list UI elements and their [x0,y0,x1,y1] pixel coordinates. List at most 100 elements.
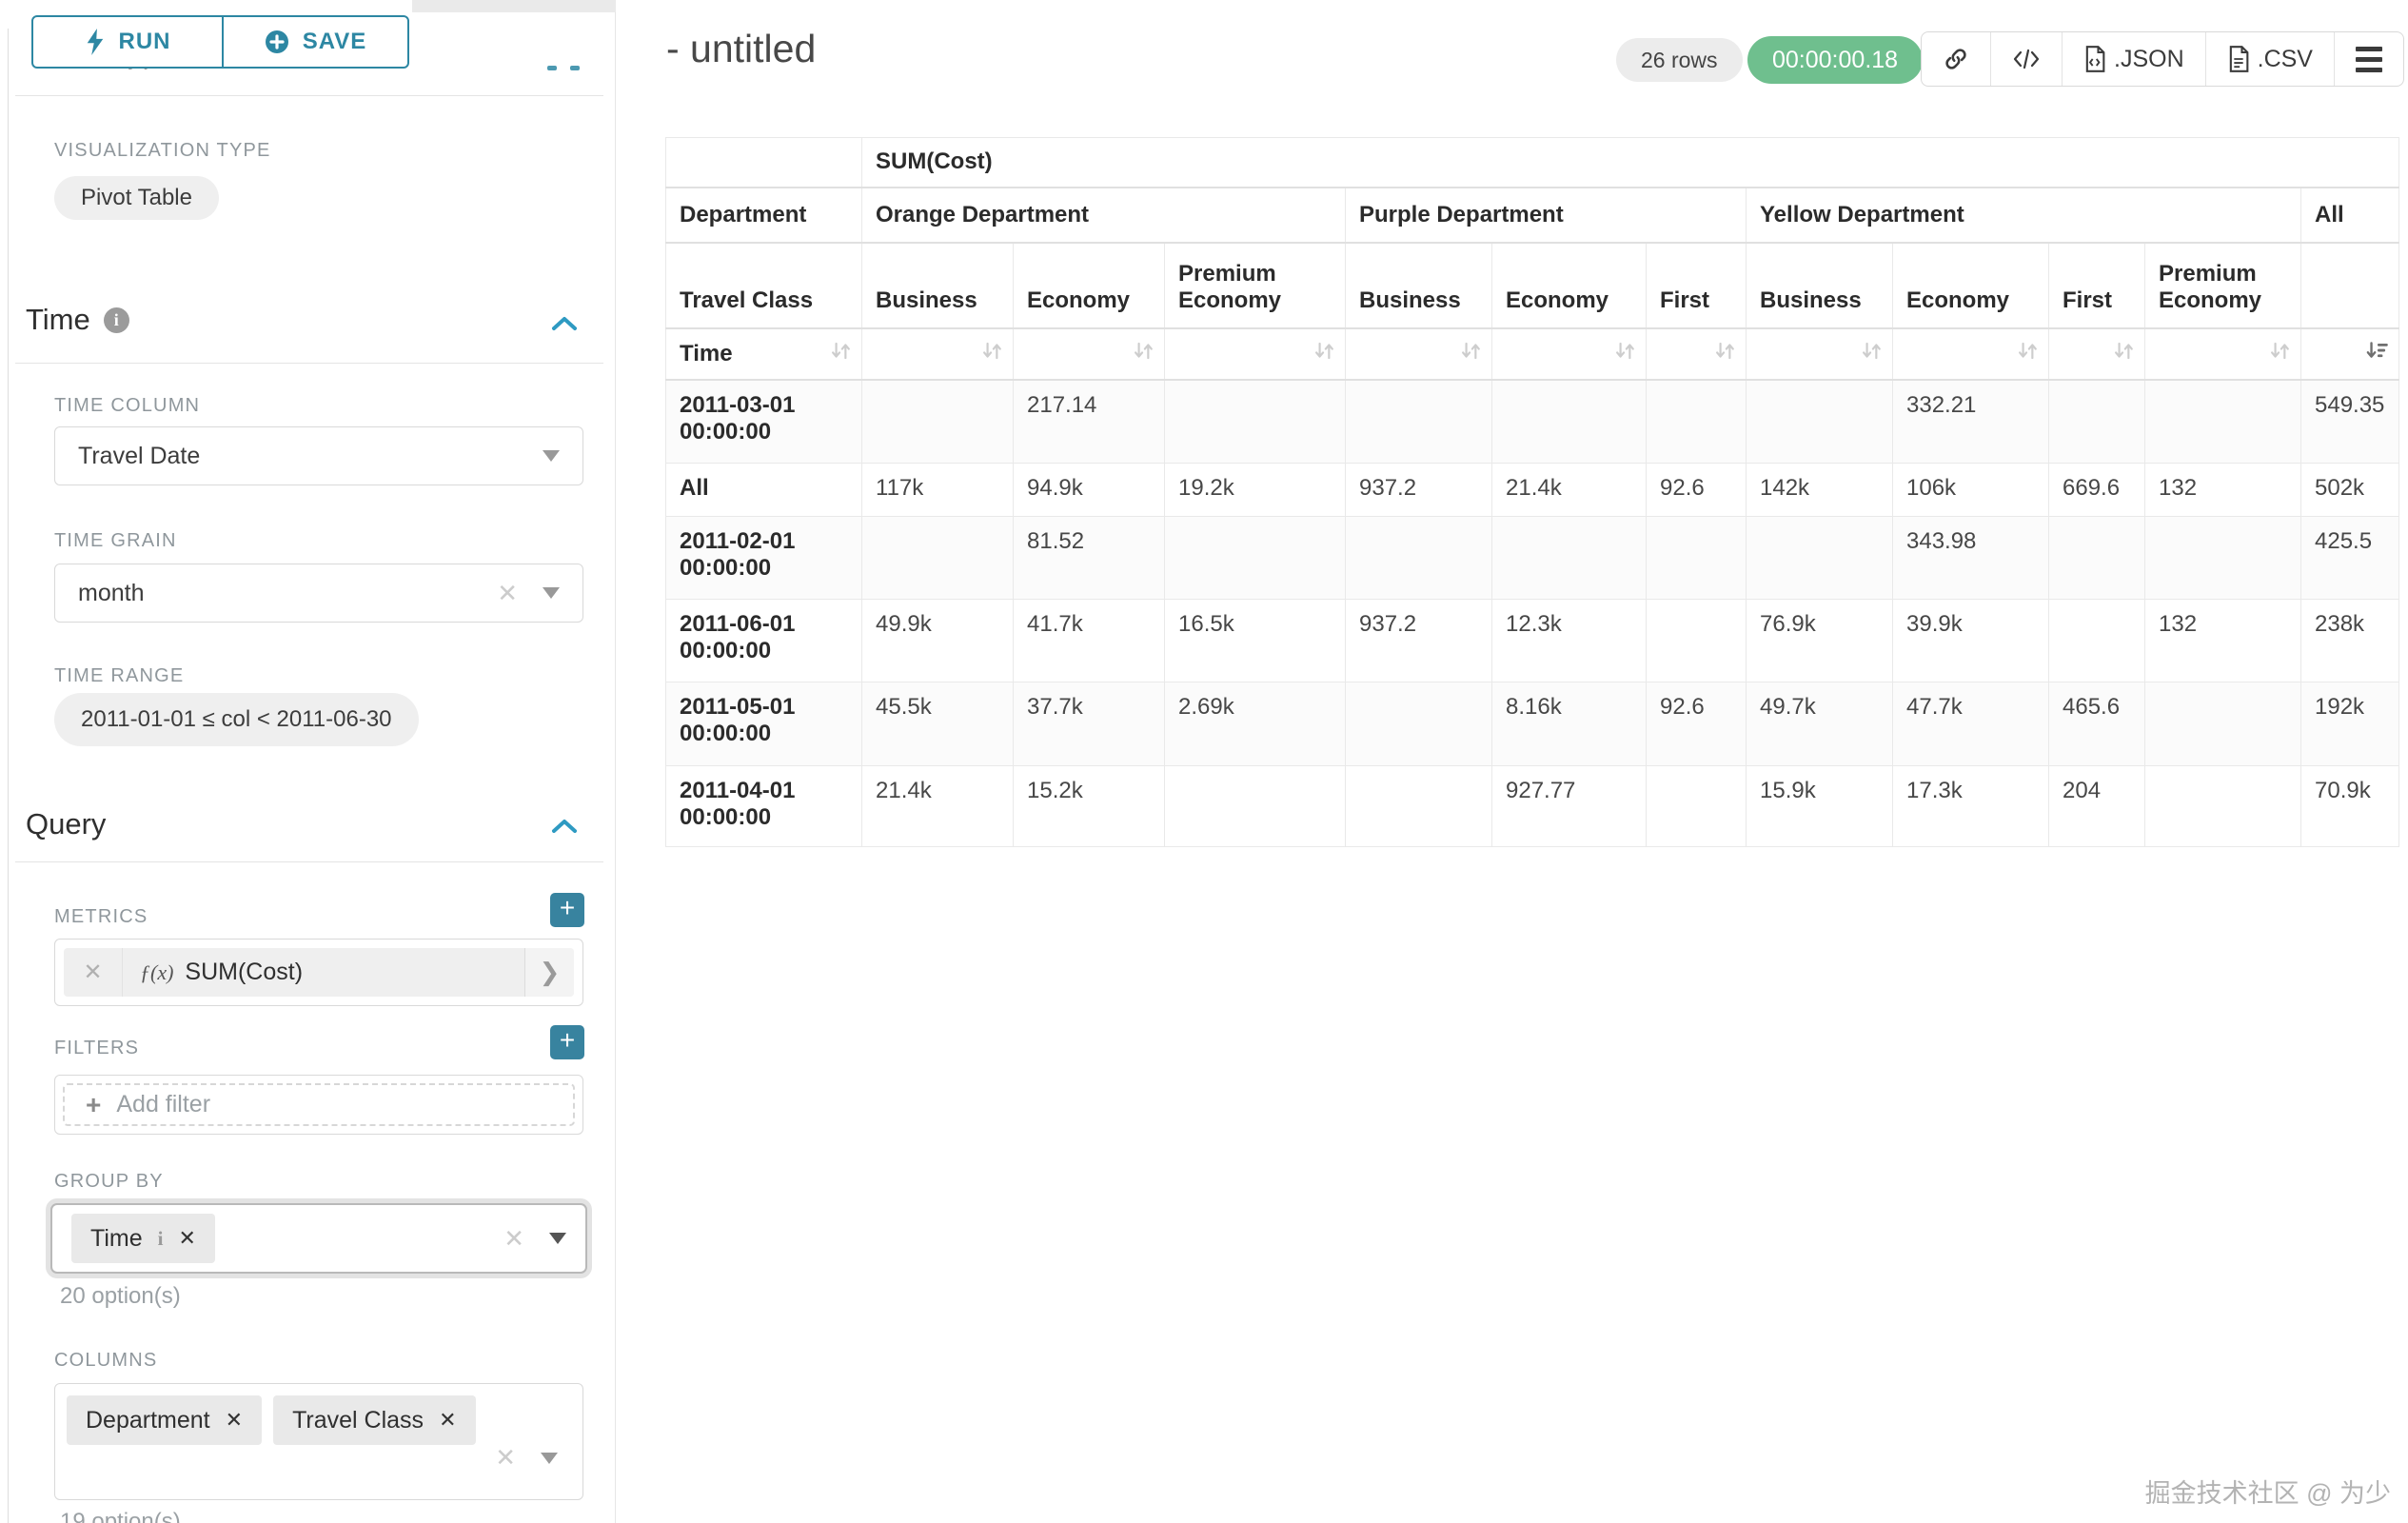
pivot-cell [2144,765,2301,847]
collapse-chevron-icon[interactable] [550,314,579,333]
time-column-select[interactable]: Travel Date [54,426,583,485]
metric-pill[interactable]: ✕ ƒ(x) SUM(Cost) ❯ [64,948,574,997]
pivot-cell: 927.77 [1491,765,1647,847]
remove-metric-icon[interactable]: ✕ [64,948,123,997]
chart-title[interactable]: - untitled [666,27,817,70]
time-range-pill[interactable]: 2011-01-01 ≤ col < 2011-06-30 [54,693,419,746]
sort-desc-icon[interactable] [2364,339,2391,368]
sort-header[interactable] [1164,327,1346,381]
sort-icon[interactable] [1459,339,1484,368]
clear-icon[interactable]: ✕ [495,1443,516,1472]
pivot-cell [1646,516,1747,600]
pivot-cell: 937.2 [1345,463,1492,517]
query-section-header[interactable]: Query [26,807,107,841]
export-csv-button[interactable]: .CSV [2206,32,2335,86]
chevron-right-icon[interactable]: ❯ [524,948,574,997]
divider [15,95,603,96]
row-label: 2011-03-01 00:00:00 [665,379,862,464]
time-grain-select[interactable]: month ✕ [54,564,583,623]
sort-header-active[interactable] [2300,327,2399,381]
pivot-cell: 16.5k [1164,599,1346,682]
scrolled-section-edge [412,0,616,12]
add-metric-button[interactable]: + [550,893,584,927]
pivot-cell: 204 [2048,765,2145,847]
sort-header[interactable] [861,327,1014,381]
info-icon: i [103,307,129,333]
sort-header[interactable]: Time [665,327,862,381]
control-panel: Chart Type RUN SAVE VISUALIZATION TYPE P… [0,0,616,1523]
sort-header[interactable] [1646,327,1747,381]
panel-scrollbar[interactable] [8,29,9,1523]
remove-tag-icon[interactable]: ✕ [439,1408,457,1432]
sort-icon[interactable] [1132,339,1156,368]
pivot-cell: 549.35 [2300,379,2399,464]
sort-icon[interactable] [1713,339,1738,368]
pivot-data-row: 2011-05-01 00:00:00 45.5k 37.7k 2.69k 8.16k 9… [665,682,2399,766]
sort-icon[interactable] [1313,339,1337,368]
row-label: 2011-05-01 00:00:00 [665,682,862,766]
sort-header[interactable] [1746,327,1893,381]
share-link-button[interactable] [1922,32,1991,86]
run-button[interactable]: RUN [31,15,223,69]
add-filter-dropzone[interactable]: + Add filter [63,1083,575,1126]
sort-header[interactable] [1345,327,1492,381]
sort-icon[interactable] [1613,339,1638,368]
chevron-down-icon [549,1233,566,1244]
columns-tag[interactable]: Travel Class ✕ [273,1395,476,1445]
col-header: Business [1345,242,1492,329]
save-button[interactable]: SAVE [223,15,409,69]
remove-tag-icon[interactable]: ✕ [225,1408,244,1432]
sort-header[interactable] [2144,327,2301,381]
code-icon [2013,49,2040,69]
panel-drag-handle[interactable] [547,66,580,70]
pivot-cell: 17.3k [1892,765,2049,847]
sort-icon[interactable] [2268,339,2293,368]
clear-icon[interactable]: ✕ [503,1223,524,1253]
sort-header[interactable] [1892,327,2049,381]
sort-icon[interactable] [980,339,1005,368]
group-by-tag[interactable]: Time i ✕ [71,1214,215,1263]
columns-tag[interactable]: Department ✕ [67,1395,263,1445]
chevron-down-icon [541,1452,558,1464]
time-section-header[interactable]: Time i [26,303,129,337]
columns-select[interactable]: Department ✕ Travel Class ✕ ✕ [54,1383,583,1500]
pivot-cell: 92.6 [1646,463,1747,517]
pivot-cell [1345,682,1492,766]
sort-icon[interactable] [2016,339,2041,368]
pivot-data-row: All 117k 94.9k 19.2k 937.2 21.4k 92.6 142k 106k 6… [665,463,2399,517]
sort-header[interactable] [1491,327,1647,381]
col-header: First [2048,242,2145,329]
col-header: Premium Economy [1164,242,1346,329]
viz-type-pill[interactable]: Pivot Table [54,176,219,220]
pivot-cell [1491,516,1647,600]
row-label: All [665,463,862,517]
sort-header[interactable] [1013,327,1165,381]
sort-icon[interactable] [1860,339,1885,368]
pivot-cell [2048,379,2145,464]
pivot-cell: 49.9k [861,599,1014,682]
sort-icon[interactable] [829,339,854,368]
pivot-cell: 76.9k [1746,599,1893,682]
function-icon: ƒ(x) [140,959,174,984]
more-menu-button[interactable] [2335,32,2403,86]
time-column-label: TIME COLUMN [54,395,201,416]
export-json-button[interactable]: .JSON [2063,32,2206,86]
clear-icon[interactable]: ✕ [497,578,518,607]
row-dim-header: Travel Class [665,242,862,329]
pivot-cell [1646,379,1747,464]
pivot-cell: 12.3k [1491,599,1647,682]
sort-icon[interactable] [2112,339,2137,368]
columns-label: COLUMNS [54,1350,158,1371]
pivot-cell [1345,516,1492,600]
sort-header[interactable] [2048,327,2145,381]
pivot-cell: 21.4k [861,765,1014,847]
pivot-cell [2144,682,2301,766]
pivot-cell: 41.7k [1013,599,1165,682]
add-filter-button[interactable]: + [550,1025,584,1059]
col-header: Premium Economy [2144,242,2301,329]
collapse-chevron-icon[interactable] [550,817,579,836]
col-header: Economy [1013,242,1165,329]
group-by-select[interactable]: Time i ✕ ✕ [50,1203,587,1274]
view-query-button[interactable] [1991,32,2063,86]
remove-tag-icon[interactable]: ✕ [178,1226,196,1250]
